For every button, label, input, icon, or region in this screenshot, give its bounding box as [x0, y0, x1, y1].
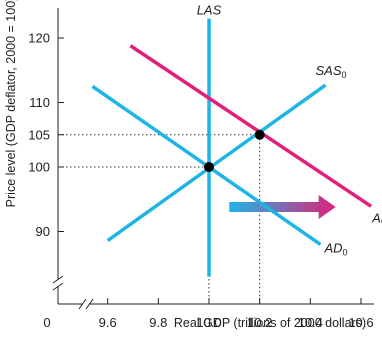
- x-tick-label-4: 10.4: [298, 315, 323, 330]
- x-tick-label-5: 10.6: [348, 315, 373, 330]
- guide-lines: [58, 134, 261, 304]
- y-axis-break-mark-1: [52, 275, 64, 284]
- axis-breaks: [52, 275, 94, 310]
- axes: [57, 8, 374, 305]
- curve-ad1: [129, 44, 373, 208]
- shift-arrow-layer: [229, 194, 336, 219]
- ad-shift-arrow: [229, 194, 336, 219]
- equilibrium-point-1: [254, 129, 265, 140]
- y-axis-break-gap: [54, 280, 62, 286]
- origin-label: 0: [43, 315, 50, 330]
- y-axis-title: Price level (GDP deflator, 2000 = 100): [4, 0, 18, 207]
- tick-marks: 90 100 105 110 120 9.6 9.8 10.0 10.2 10.4 10.6: [28, 31, 373, 331]
- curve-labels: LAS SAS0 AD0 AD1: [197, 3, 382, 258]
- y-tick-label-0: 90: [36, 224, 50, 239]
- equilibrium-point-0: [204, 162, 214, 172]
- x-tick-label-0: 9.6: [99, 315, 117, 330]
- curve-label-ad0: AD0: [323, 240, 347, 257]
- y-tick-label-1: 100: [28, 160, 50, 175]
- y-tick-label-4: 120: [28, 31, 50, 46]
- x-axis-break-mark-1: [78, 298, 87, 310]
- equilibrium-points: [204, 129, 265, 172]
- x-axis-title: Real GDP (trillions of 2000 dollars): [174, 316, 366, 330]
- curves: [91, 18, 373, 277]
- y-tick-label-2: 105: [28, 127, 50, 142]
- curve-label-sas0: SAS0: [316, 63, 347, 80]
- curve-label-ad1: AD1: [371, 210, 382, 227]
- curve-sas0: [106, 83, 327, 242]
- y-tick-label-3: 110: [29, 95, 50, 110]
- x-tick-label-3: 10.2: [247, 315, 272, 330]
- x-tick-label-1: 9.8: [149, 315, 167, 330]
- x-tick-label-2: 10.0: [196, 315, 221, 330]
- y-axis-break-mark-2: [52, 282, 64, 291]
- curve-label-las: LAS: [197, 3, 222, 18]
- x-axis-break-gap: [83, 300, 89, 308]
- x-axis-break-mark-2: [85, 298, 94, 310]
